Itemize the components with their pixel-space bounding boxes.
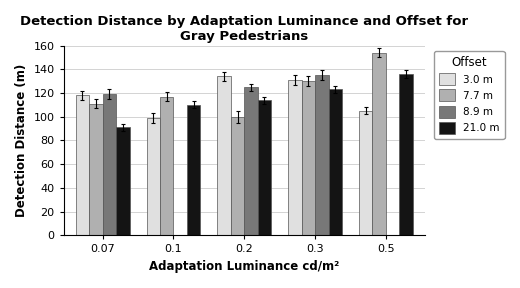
Bar [258, 100, 271, 235]
Bar [116, 127, 129, 235]
Bar [76, 95, 89, 235]
Bar [217, 76, 231, 235]
Bar [102, 94, 116, 235]
Bar [315, 75, 329, 235]
Bar [302, 81, 315, 235]
Bar [231, 117, 244, 235]
Bar [89, 104, 102, 235]
Y-axis label: Detection Distance (m): Detection Distance (m) [15, 64, 28, 217]
Bar [288, 80, 302, 235]
Bar [329, 90, 342, 235]
X-axis label: Adaptation Luminance cd/m²: Adaptation Luminance cd/m² [149, 260, 340, 273]
Bar [372, 53, 386, 235]
Bar [160, 96, 174, 235]
Legend: 3.0 m, 7.7 m, 8.9 m, 21.0 m: 3.0 m, 7.7 m, 8.9 m, 21.0 m [434, 51, 504, 139]
Title: Detection Distance by Adaptation Luminance and Offset for
Gray Pedestrians: Detection Distance by Adaptation Luminan… [20, 15, 469, 43]
Bar [399, 74, 413, 235]
Bar [359, 111, 372, 235]
Bar [244, 87, 258, 235]
Bar [187, 105, 200, 235]
Bar [147, 118, 160, 235]
